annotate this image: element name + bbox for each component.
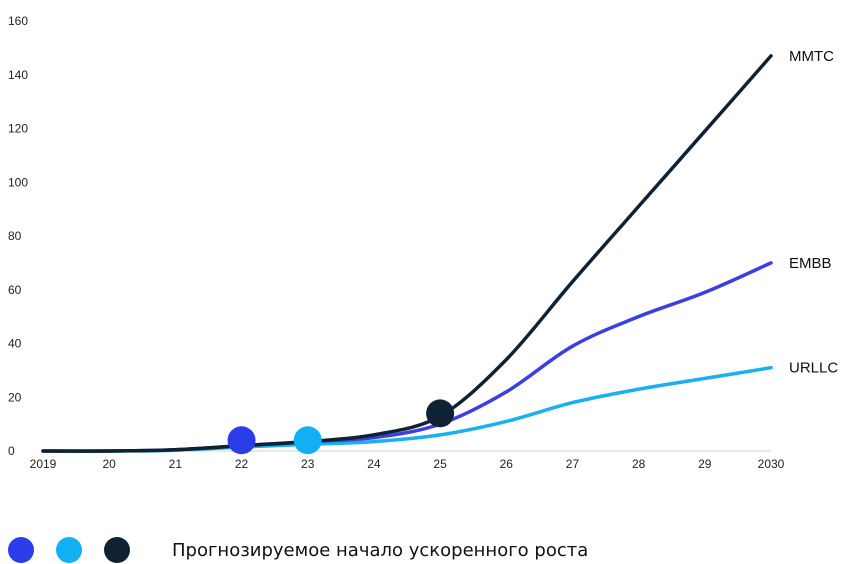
x-tick-label: 28	[632, 457, 646, 471]
y-tick-label: 120	[8, 122, 28, 136]
series-line-embb	[41, 261, 773, 453]
chart-markers	[227, 399, 455, 455]
y-tick-label: 40	[8, 337, 22, 351]
x-tick-label: 20	[103, 457, 117, 471]
chart-series-labels: MMTC EMBB URLLC	[789, 48, 838, 377]
y-tick-label: 160	[8, 14, 28, 28]
dark-dot-icon	[104, 537, 130, 563]
x-tick-label: 2019	[30, 457, 57, 471]
series-line-mmtc	[41, 54, 773, 453]
y-tick-label: 20	[8, 390, 22, 404]
series-line-urllc	[41, 365, 773, 453]
y-tick-label: 140	[8, 68, 28, 82]
x-tick-label: 29	[698, 457, 712, 471]
x-tick-label: 24	[367, 457, 381, 471]
chart-axes: 0 20 40 60 80 100 120 140 160 2019 20 21 22 23 24 25 26 2…	[8, 14, 785, 471]
series-label-urllc: URLLC	[789, 360, 838, 377]
x-tick-label: 25	[433, 457, 447, 471]
blue-dot-icon	[8, 537, 34, 563]
y-tick-label: 0	[8, 444, 15, 458]
x-tick-label: 23	[301, 457, 315, 471]
y-tick-label: 100	[8, 175, 28, 189]
series-label-embb: EMBB	[789, 255, 832, 272]
acceleration-marker-2	[293, 426, 322, 455]
chart-legend: Прогнозируемое начало ускоренного роста	[8, 536, 588, 564]
x-tick-label: 2030	[758, 457, 785, 471]
x-tick-label: 26	[500, 457, 514, 471]
line-chart: 0 20 40 60 80 100 120 140 160 2019 20 21 22 23 24 25 26 2…	[8, 14, 838, 471]
acceleration-marker-3	[426, 399, 455, 428]
x-tick-label: 22	[235, 457, 249, 471]
y-tick-label: 80	[8, 229, 22, 243]
light-blue-dot-icon	[56, 537, 82, 563]
acceleration-marker-1	[227, 426, 256, 455]
x-tick-label: 21	[169, 457, 183, 471]
y-tick-label: 60	[8, 283, 22, 297]
chart-series-lines	[41, 54, 773, 453]
x-tick-label: 27	[566, 457, 580, 471]
legend-text: Прогнозируемое начало ускоренного роста	[172, 539, 589, 561]
series-label-mmtc: MMTC	[789, 48, 834, 65]
